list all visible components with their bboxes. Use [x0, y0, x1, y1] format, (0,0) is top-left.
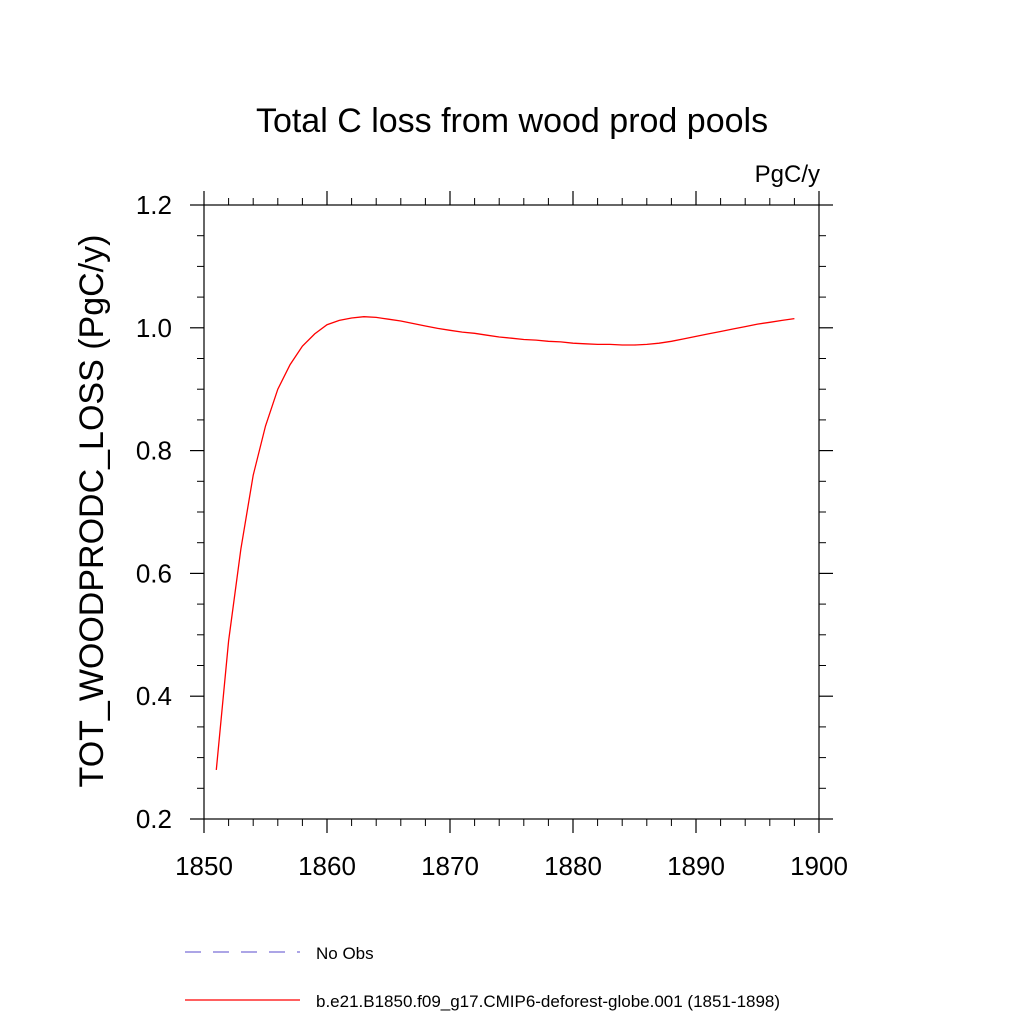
y-tick-label: 0.2 [136, 804, 172, 834]
legend-label-0: No Obs [316, 944, 374, 963]
y-tick-label: 0.8 [136, 436, 172, 466]
x-tick-label: 1890 [667, 851, 725, 881]
x-tick-label: 1870 [421, 851, 479, 881]
units-label: PgC/y [755, 161, 820, 188]
axis-ticks: 1850 1860 1870 1880 1890 1900 0.2 0.4 0.6 0.8 1.0 1… [136, 190, 848, 881]
y-tick-label: 0.4 [136, 681, 172, 711]
chart-title: Total C loss from wood prod pools [256, 102, 768, 140]
series-line-1 [215, 316, 795, 770]
x-tick-label: 1850 [175, 851, 233, 881]
plot-frame [203, 204, 820, 820]
series-lines [215, 316, 795, 770]
y-tick-label: 0.6 [136, 558, 172, 588]
y-axis-label: TOT_WOODPRODC_LOSS (PgC/y) [73, 235, 111, 788]
y-tick-label: 1.2 [136, 190, 172, 220]
legend: No Obs b.e21.B1850.f09_g17.CMIP6-deforest… [185, 944, 780, 1011]
legend-label-1: b.e21.B1850.f09_g17.CMIP6-deforest-globe… [316, 992, 780, 1011]
x-tick-label: 1900 [790, 851, 848, 881]
x-tick-label: 1860 [298, 851, 356, 881]
y-tick-label: 1.0 [136, 313, 172, 343]
x-tick-label: 1880 [544, 851, 602, 881]
